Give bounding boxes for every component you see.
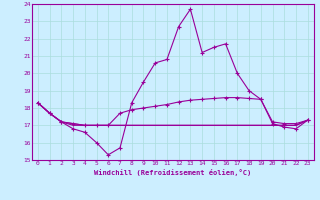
X-axis label: Windchill (Refroidissement éolien,°C): Windchill (Refroidissement éolien,°C) bbox=[94, 169, 252, 176]
